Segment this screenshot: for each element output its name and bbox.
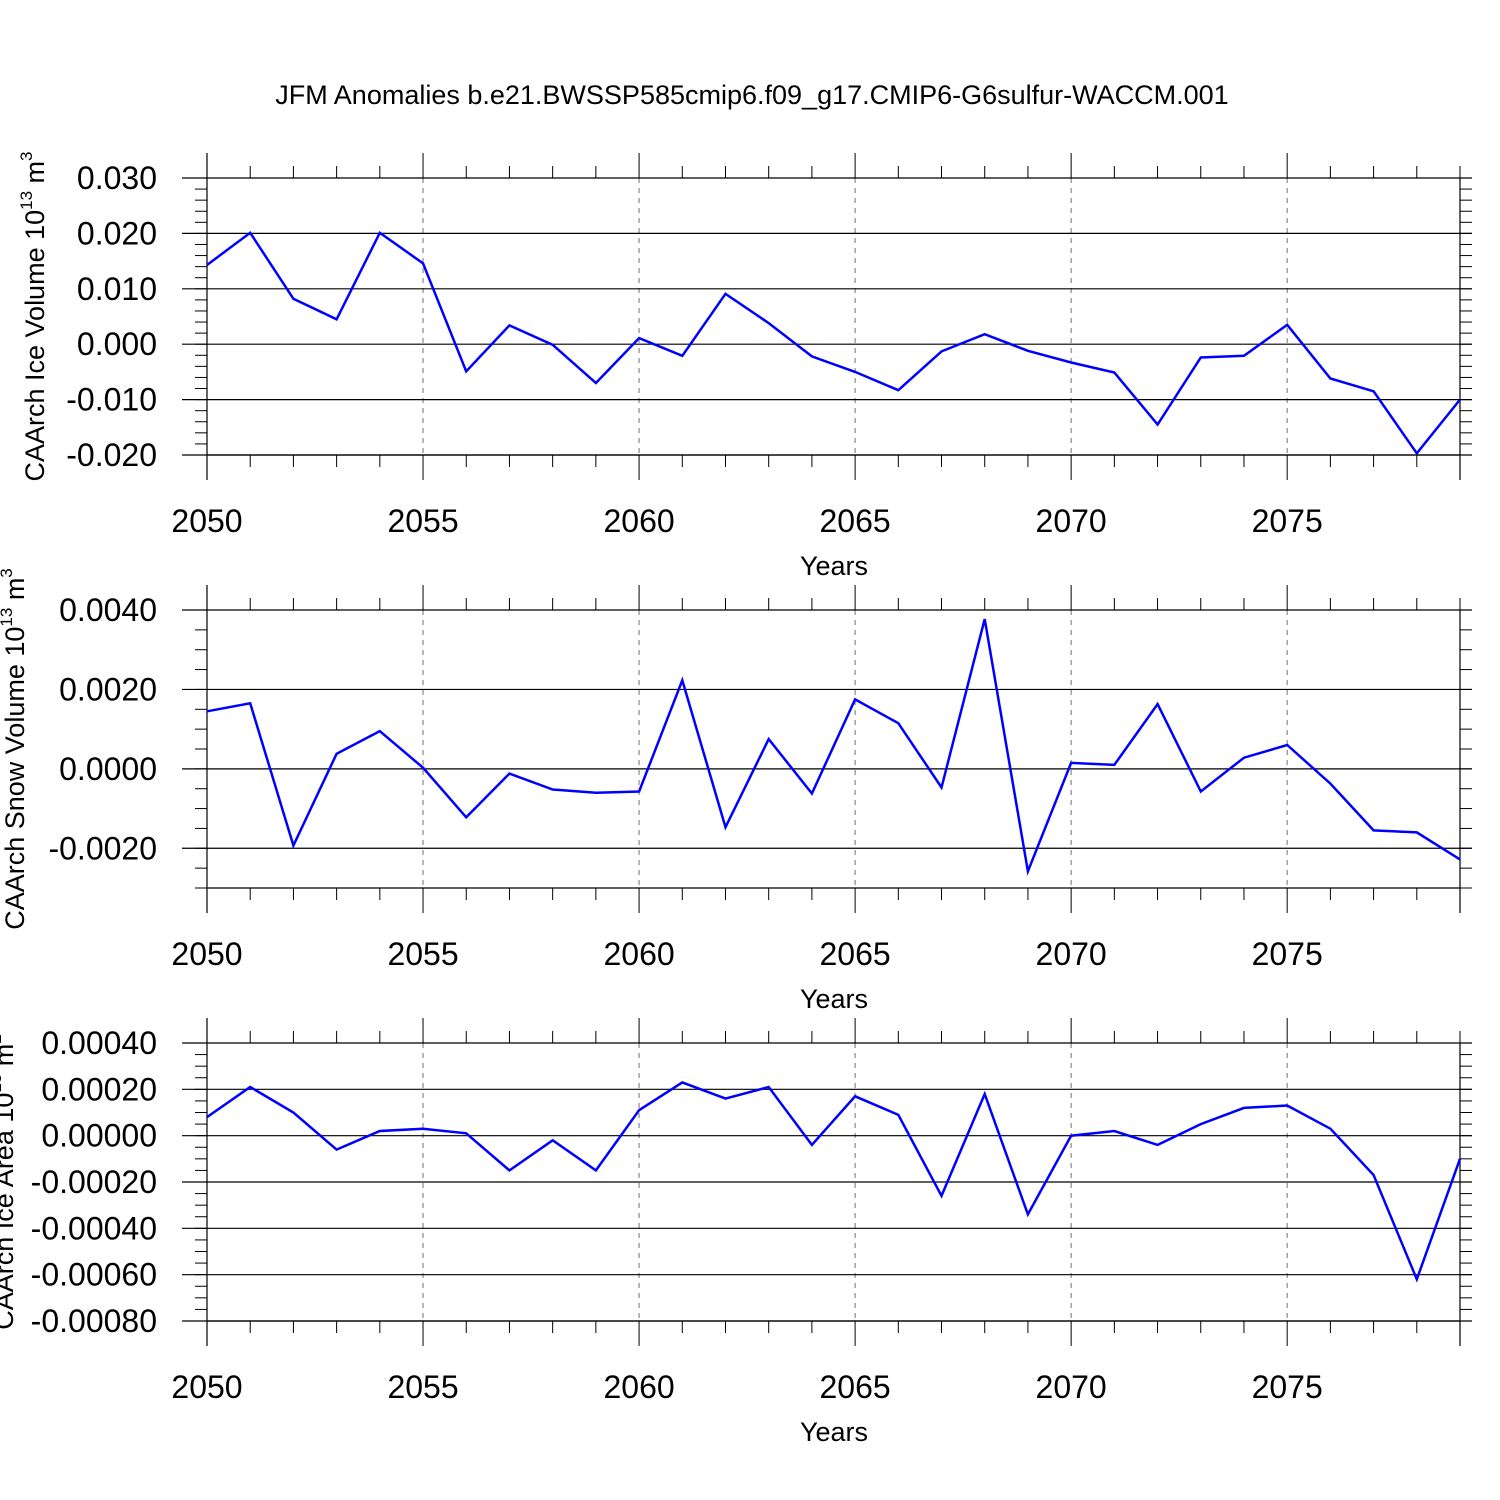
x-tick-label: 2065 — [820, 503, 891, 539]
y-axis-label: CAArch Snow Volume 1013 m3 — [0, 568, 30, 930]
y-axis-label: CAArch Ice Area 1013 m2 — [0, 1034, 19, 1330]
y-tick-label: -0.020 — [66, 437, 157, 473]
series-line — [206, 230, 1461, 456]
y-tick-label: 0.00040 — [41, 1025, 157, 1061]
x-axis-label: Years — [800, 551, 868, 581]
y-tick-label: -0.0020 — [48, 830, 157, 866]
y-tick-label: 0.00000 — [41, 1118, 157, 1154]
x-tick-label: 2075 — [1252, 503, 1323, 539]
y-tick-label: 0.000 — [77, 326, 157, 362]
x-tick-label: 2075 — [1252, 936, 1323, 972]
y-tick-label: -0.00020 — [31, 1164, 157, 1200]
x-tick-label: 2070 — [1036, 503, 1107, 539]
x-tick-label: 2050 — [171, 503, 242, 539]
y-tick-label: 0.010 — [77, 271, 157, 307]
y-tick-label: -0.00040 — [31, 1210, 157, 1246]
y-tick-label: 0.0000 — [59, 751, 157, 787]
y-tick-label: 0.0020 — [59, 671, 157, 707]
x-axis-label: Years — [800, 984, 868, 1014]
x-tick-label: 2065 — [820, 936, 891, 972]
y-tick-label: -0.010 — [66, 382, 157, 418]
x-tick-label: 2050 — [171, 1369, 242, 1405]
y-axis-label: CAArch Ice Volume 1013 m3 — [17, 151, 50, 481]
x-tick-label: 2070 — [1036, 1369, 1107, 1405]
panel-2: -0.0020 0.0000 0.0020 0.0040 2050 2055 2060 206… — [0, 568, 1472, 1014]
x-tick-label: 2055 — [387, 936, 458, 972]
x-tick-label: 2055 — [387, 1369, 458, 1405]
series-line — [206, 1081, 1462, 1283]
y-tick-label: 0.020 — [77, 215, 157, 251]
x-tick-label: 2060 — [603, 503, 674, 539]
x-tick-label: 2055 — [387, 503, 458, 539]
x-tick-label: 2060 — [603, 936, 674, 972]
y-tick-label: 0.030 — [77, 160, 157, 196]
series-line — [206, 618, 1461, 876]
y-tick-label: -0.00060 — [31, 1257, 157, 1293]
x-axis-label: Years — [800, 1417, 868, 1447]
y-tick-label: 0.0040 — [59, 592, 157, 628]
x-tick-label: 2065 — [820, 1369, 891, 1405]
x-tick-label: 2050 — [171, 936, 242, 972]
y-tick-label: 0.00020 — [41, 1071, 157, 1107]
x-tick-label: 2070 — [1036, 936, 1107, 972]
panel-3: -0.00080 -0.00060 -0.00040 -0.00020 0.00000 0… — [0, 1018, 1472, 1447]
chart-panels: -0.020 -0.010 0.000 0.010 0.020 0.030 2050 2055… — [0, 151, 1472, 1447]
panel-1: -0.020 -0.010 0.000 0.010 0.020 0.030 2050 2055… — [17, 151, 1472, 581]
chart-title: JFM Anomalies b.e21.BWSSP585cmip6.f09_g1… — [275, 80, 1228, 110]
x-tick-label: 2060 — [603, 1369, 674, 1405]
y-tick-label: -0.00080 — [31, 1303, 157, 1339]
x-tick-label: 2075 — [1252, 1369, 1323, 1405]
